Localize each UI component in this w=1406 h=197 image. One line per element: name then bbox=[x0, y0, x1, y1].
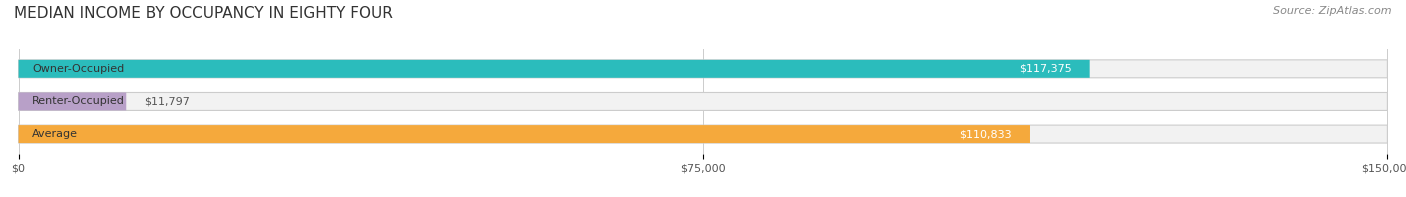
Text: Average: Average bbox=[32, 129, 79, 139]
FancyBboxPatch shape bbox=[18, 92, 1388, 111]
Text: $110,833: $110,833 bbox=[959, 129, 1012, 139]
Text: MEDIAN INCOME BY OCCUPANCY IN EIGHTY FOUR: MEDIAN INCOME BY OCCUPANCY IN EIGHTY FOU… bbox=[14, 6, 392, 21]
FancyBboxPatch shape bbox=[18, 92, 127, 111]
Text: Source: ZipAtlas.com: Source: ZipAtlas.com bbox=[1274, 6, 1392, 16]
Text: Renter-Occupied: Renter-Occupied bbox=[32, 97, 125, 106]
Text: $11,797: $11,797 bbox=[145, 97, 190, 106]
FancyBboxPatch shape bbox=[18, 60, 1388, 78]
Text: $117,375: $117,375 bbox=[1019, 64, 1071, 74]
FancyBboxPatch shape bbox=[18, 125, 1031, 143]
FancyBboxPatch shape bbox=[18, 125, 1388, 143]
FancyBboxPatch shape bbox=[18, 60, 1090, 78]
Text: Owner-Occupied: Owner-Occupied bbox=[32, 64, 125, 74]
